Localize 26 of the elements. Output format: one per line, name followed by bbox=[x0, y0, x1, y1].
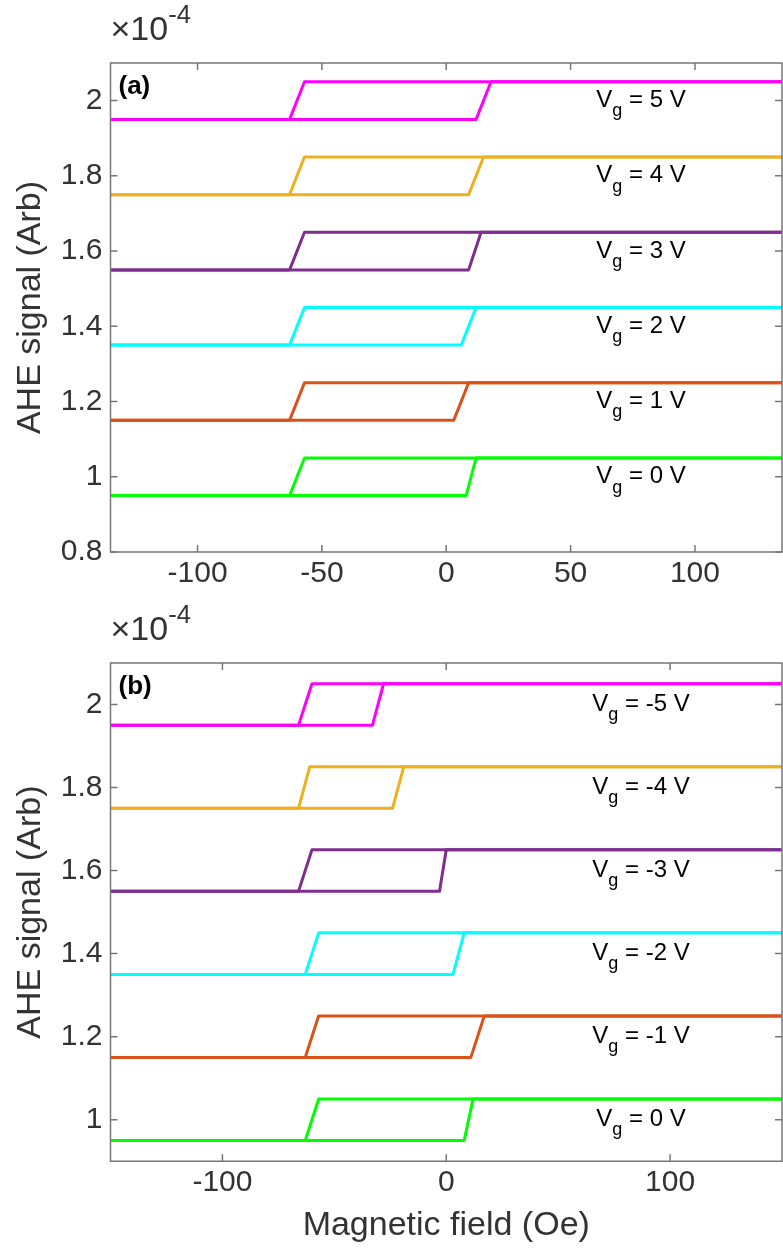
annotation: (a) bbox=[118, 70, 151, 101]
y-tick-label: 1 bbox=[85, 458, 103, 492]
x-tick-label: 50 bbox=[553, 555, 588, 589]
y-tick-label: 1.8 bbox=[60, 157, 103, 191]
y-tick-label: 2 bbox=[85, 81, 103, 115]
y-tick-label: 1.6 bbox=[60, 232, 103, 266]
y-tick-label: 1.6 bbox=[60, 851, 103, 885]
x-tick-label: 100 bbox=[669, 555, 720, 589]
y-axis-title: AHE signal (Arb) bbox=[8, 180, 47, 435]
x-tick-label: 0 bbox=[437, 555, 455, 589]
x-tick-label: 100 bbox=[645, 1164, 696, 1198]
y-tick-label: 1.2 bbox=[60, 1017, 103, 1051]
y-tick-label: 1 bbox=[85, 1100, 103, 1134]
y-axis-title: AHE signal (Arb) bbox=[8, 785, 47, 1039]
x-tick-label: -100 bbox=[192, 1164, 253, 1198]
y-tick-label: 1.8 bbox=[60, 768, 103, 802]
x-axis-title: Magnetic field (Oe) bbox=[302, 1203, 590, 1242]
annotation: (b) bbox=[118, 670, 152, 701]
y-tick-label: 1.4 bbox=[60, 307, 103, 341]
y-tick-label: 2 bbox=[85, 685, 103, 719]
y-tick-label: 1.4 bbox=[60, 934, 103, 968]
y-tick-label: 1.2 bbox=[60, 382, 103, 416]
x-tick-label: 0 bbox=[437, 1164, 455, 1198]
x-tick-label: -50 bbox=[300, 555, 344, 589]
y-tick-label: 0.8 bbox=[60, 533, 103, 567]
x-tick-label: -100 bbox=[167, 555, 228, 589]
